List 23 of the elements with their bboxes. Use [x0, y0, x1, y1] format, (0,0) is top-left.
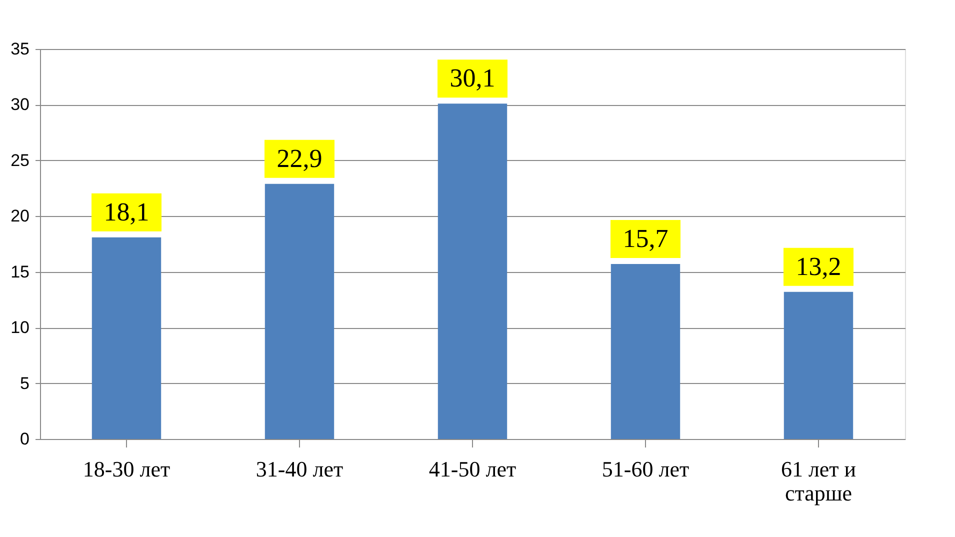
x-tick-label: 41-50 лет	[428, 456, 516, 482]
data-label: 18,1	[104, 197, 150, 226]
bar	[264, 184, 334, 439]
x-tick-label: 31-40 лет	[256, 456, 344, 482]
y-tick-label: 30	[10, 95, 30, 114]
y-tick-label: 5	[20, 374, 30, 393]
bar	[438, 104, 508, 439]
x-tick-label: 18-30 лет	[82, 456, 170, 482]
y-tick-label: 20	[10, 206, 30, 226]
y-tick-label: 0	[20, 430, 30, 448]
x-tick-label: 61 лет и старше	[780, 456, 856, 506]
bar	[92, 237, 162, 439]
y-tick-label: 10	[10, 318, 30, 338]
y-tick-label: 15	[10, 262, 30, 282]
bar	[610, 264, 680, 439]
data-label: 15,7	[622, 224, 668, 254]
bar	[784, 292, 854, 439]
y-tick-label: 35	[10, 40, 30, 58]
data-label: 22,9	[276, 144, 322, 173]
y-tick-label: 25	[10, 150, 30, 170]
data-label: 30,1	[450, 64, 496, 93]
x-tick-label: 51-60 лет	[602, 456, 690, 482]
data-label: 13,2	[796, 252, 842, 281]
